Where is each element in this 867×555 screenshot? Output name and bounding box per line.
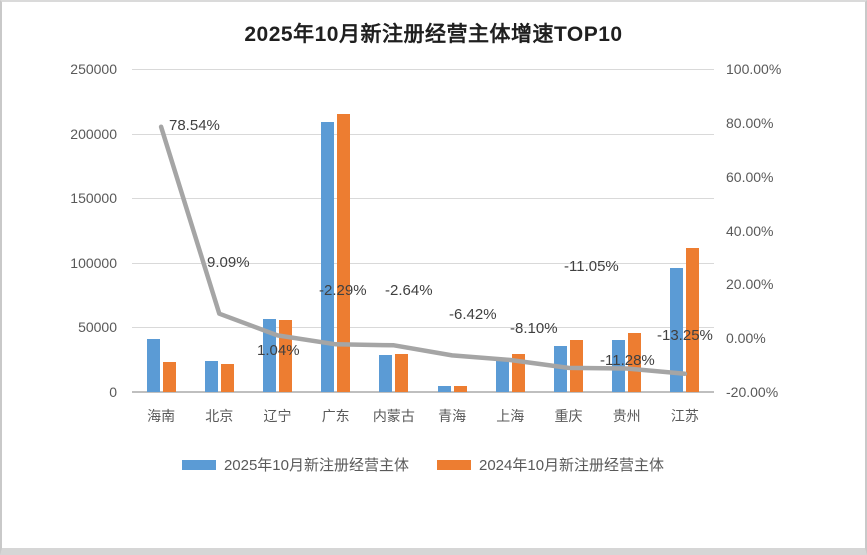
legend-label-2025: 2025年10月新注册经营主体: [223, 457, 409, 474]
right-axis-tick: 0.00%: [726, 330, 766, 347]
x-axis-category-label: 内蒙古: [372, 408, 415, 424]
right-axis-tick: 80.00%: [726, 114, 774, 131]
growth-data-label-广东: -2.29%: [319, 282, 367, 299]
left-axis-tick: 0: [109, 384, 117, 400]
growth-data-label-北京: 9.09%: [207, 254, 250, 271]
growth-data-label-上海: -8.10%: [510, 320, 558, 337]
right-axis-tick: -20.00%: [726, 384, 779, 400]
bar-2024-江苏: [686, 247, 700, 392]
bar-2024-贵州: [628, 332, 642, 392]
left-axis-tick: 250000: [70, 61, 117, 77]
legend-swatch-2024: [437, 459, 471, 470]
h-gridline: [132, 198, 714, 200]
bar-2025-上海: [495, 359, 509, 392]
growth-data-label-江苏: -13.25%: [657, 327, 713, 344]
x-axis-category-label: 辽宁: [263, 408, 292, 424]
h-gridline: [132, 262, 714, 264]
x-axis-category-label: 重庆: [554, 408, 583, 424]
chart-title: 2025年10月新注册经营主体增速TOP10: [244, 23, 623, 46]
left-axis-tick: 100000: [70, 254, 117, 271]
growth-data-label-青海: -6.42%: [449, 306, 497, 323]
h-gridline: [132, 69, 714, 70]
right-axis-tick: 100.00%: [726, 61, 782, 77]
left-axis-tick: 150000: [70, 190, 117, 207]
left-axis-tick: 200000: [70, 125, 117, 142]
x-axis-category-label: 青海: [438, 408, 467, 424]
bar-2024-北京: [220, 363, 234, 392]
bar-2024-海南: [162, 362, 176, 392]
growth-data-label-重庆: -11.05%: [564, 258, 619, 275]
right-axis-tick: 40.00%: [726, 222, 774, 239]
bar-2024-内蒙古: [395, 353, 409, 392]
bar-2025-贵州: [612, 339, 626, 392]
h-gridline: [132, 133, 714, 135]
bar-2025-辽宁: [263, 319, 276, 392]
bar-2025-北京: [204, 360, 218, 392]
growth-data-label-海南: 78.54%: [169, 117, 220, 134]
h-gridline: [132, 327, 714, 329]
x-axis-category-label: 上海: [496, 408, 525, 424]
bar-2025-广东: [321, 121, 335, 392]
right-axis-tick: 60.00%: [726, 168, 774, 185]
growth-rate-polyline: [158, 124, 688, 377]
x-axis-category-label: 海南: [147, 408, 176, 424]
x-axis-category-label: 贵州: [612, 408, 641, 424]
x-axis-line: [132, 391, 714, 393]
growth-data-label-辽宁: 1.04%: [257, 342, 300, 359]
x-axis-category-label: 江苏: [670, 408, 699, 424]
legend-entry-2025: 2025年10月新注册经营主体: [181, 454, 409, 475]
growth-data-label-贵州: -11.28%: [600, 352, 655, 369]
x-axis-category-label: 北京: [205, 408, 234, 424]
bar-2025-青海: [437, 386, 451, 392]
legend-label-2024: 2024年10月新注册经营主体: [479, 457, 665, 474]
bar-2025-内蒙古: [379, 354, 393, 392]
legend-entry-2024: 2024年10月新注册经营主体: [437, 454, 664, 475]
bar-2025-江苏: [670, 267, 684, 392]
legend-swatch-2025: [181, 459, 216, 470]
left-axis-tick: 50000: [78, 319, 117, 336]
bar-2024-青海: [453, 385, 467, 392]
right-axis-tick: 20.00%: [726, 276, 774, 293]
x-axis-category-label: 广东: [321, 408, 350, 424]
growth-data-label-内蒙古: -2.64%: [385, 282, 433, 299]
bar-2024-广东: [337, 114, 351, 392]
bar-2025-海南: [146, 339, 160, 392]
chart-legend: 2025年10月新注册经营主体 2024年10月新注册经营主体: [132, 454, 714, 475]
